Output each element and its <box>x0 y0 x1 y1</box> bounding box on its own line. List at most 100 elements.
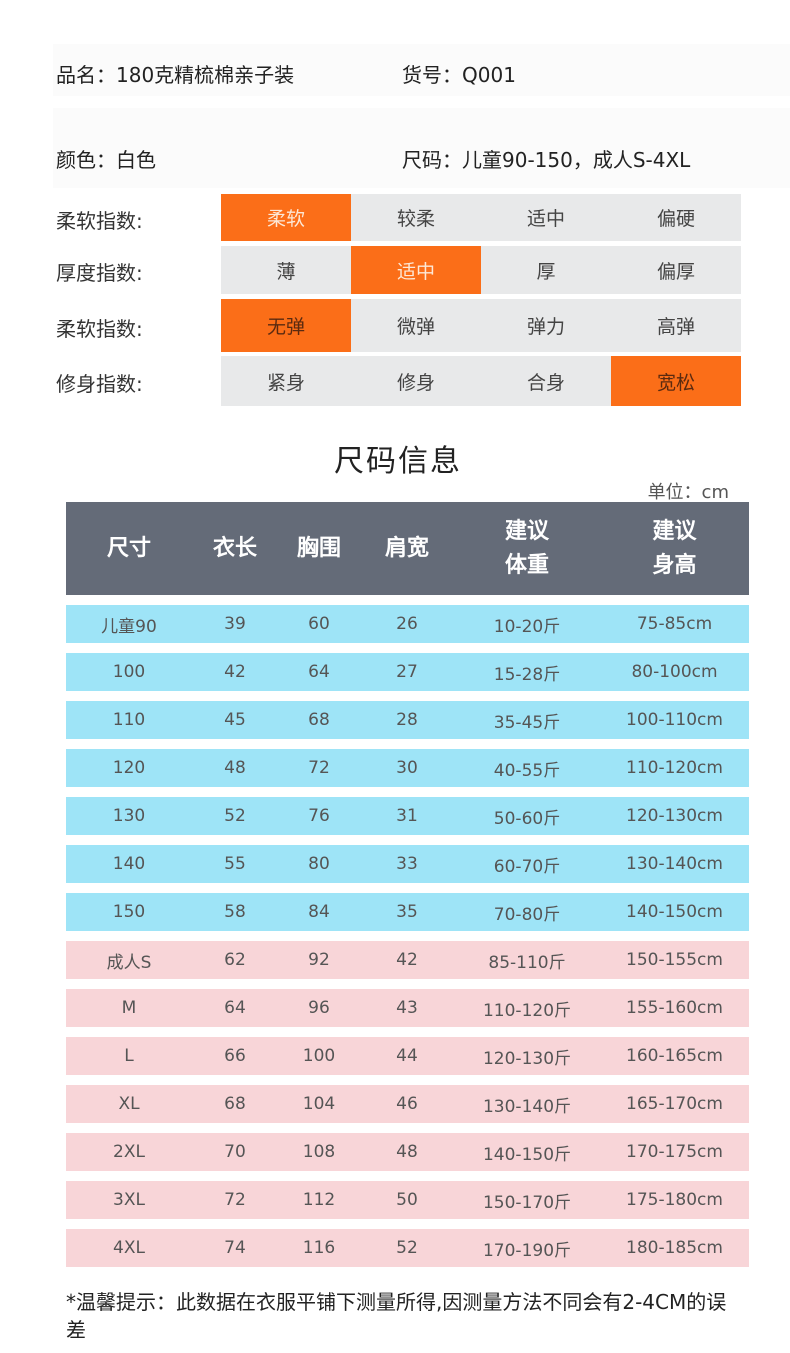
table-cell: 3XL <box>113 1190 145 1210</box>
table-cell: 15-28斤 <box>493 664 561 685</box>
index-option: 较柔 <box>351 194 481 241</box>
table-row: 3XL 72 112 50 150-170斤 175-180cm <box>66 1181 749 1219</box>
table-cell: 110-120cm <box>626 758 723 778</box>
table-cell: 44 <box>396 1046 418 1066</box>
table-cell: 150 <box>112 902 146 922</box>
table-row: M 64 96 43 110-120斤 155-160cm <box>66 989 749 1027</box>
size-table-header: 尺寸 衣长 胸围 肩宽 建议 体重 建议 身高 <box>66 502 749 595</box>
column-header-text: 胸围 <box>296 535 341 561</box>
table-cell: 60 <box>308 614 330 634</box>
index-label: 修身指数: <box>56 372 143 396</box>
table-cell: M <box>121 998 137 1018</box>
column-header-text: 衣长 <box>212 535 257 561</box>
table-cell: 66 <box>224 1046 246 1066</box>
table-cell: 30 <box>396 758 418 778</box>
table-cell: 33 <box>396 854 418 874</box>
table-cell: 31 <box>396 806 418 826</box>
table-row: 150 58 84 35 70-80斤 140-150cm <box>66 893 749 931</box>
index-option: 厚 <box>481 246 611 294</box>
column-header: 衣长 <box>192 502 278 595</box>
table-cell: 64 <box>224 998 246 1018</box>
table-row: 120 48 72 30 40-55斤 110-120cm <box>66 749 749 787</box>
table-cell: 68 <box>308 710 330 730</box>
index-option: 偏厚 <box>611 246 741 294</box>
table-cell: 68 <box>224 1094 246 1114</box>
table-cell: 64 <box>308 662 330 682</box>
index-label: 柔软指数: <box>56 208 143 233</box>
column-header-text: 建议 <box>652 518 697 544</box>
table-cell: 96 <box>308 998 330 1018</box>
table-cell: 140-150cm <box>626 902 723 922</box>
table-cell: 140-150斤 <box>482 1144 572 1165</box>
index-label: 柔软指数: <box>56 316 143 341</box>
column-header-text: 体重 <box>504 552 549 578</box>
table-cell: 84 <box>308 902 330 922</box>
table-cell: 180-185cm <box>626 1238 723 1258</box>
table-cell: 72 <box>308 758 330 778</box>
product-sizes: 尺码：儿童90-150，成人S-4XL <box>402 148 691 172</box>
table-cell: 72 <box>224 1190 246 1210</box>
table-cell: 52 <box>224 806 246 826</box>
table-cell: XL <box>118 1094 140 1114</box>
index-scale-row: 柔软 较柔 适中 偏硬 <box>221 194 741 241</box>
column-header-text: 尺寸 <box>106 535 151 561</box>
table-cell: 2XL <box>113 1142 145 1162</box>
table-cell: 160-165cm <box>626 1046 723 1066</box>
table-cell: 43 <box>396 998 418 1018</box>
index-scale-row: 无弹 微弹 弹力 高弹 <box>221 299 741 352</box>
table-row: XL 68 104 46 130-140斤 165-170cm <box>66 1085 749 1123</box>
table-cell: 74 <box>224 1238 246 1258</box>
table-cell: 48 <box>224 758 246 778</box>
table-cell: 100-110cm <box>626 710 723 730</box>
column-header-text: 建议 <box>504 518 549 544</box>
product-sku: 货号：Q001 <box>402 63 516 87</box>
index-option-selected: 宽松 <box>611 356 741 406</box>
table-cell: L <box>124 1046 134 1066</box>
info-band-1 <box>53 44 790 96</box>
table-cell: 110-120斤 <box>482 1000 572 1021</box>
table-cell: 70-80斤 <box>493 904 561 925</box>
column-header: 肩宽 <box>360 502 454 595</box>
table-row: L 66 100 44 120-130斤 160-165cm <box>66 1037 749 1075</box>
index-option: 适中 <box>481 194 611 241</box>
index-scale-row: 薄适中厚偏厚 <box>221 246 741 294</box>
table-cell: 116 <box>302 1238 336 1258</box>
table-row: 成人S 62 92 42 85-110斤 150-155cm <box>66 941 749 979</box>
table-cell: 儿童90 <box>101 616 157 637</box>
index-option: 微弹 <box>351 299 481 352</box>
index-label: 厚度指数: <box>56 261 143 285</box>
table-cell: 35 <box>396 902 418 922</box>
table-cell: 100 <box>302 1046 336 1066</box>
table-cell: 60-70斤 <box>493 856 561 877</box>
table-cell: 120-130斤 <box>482 1048 572 1069</box>
table-cell: 10-20斤 <box>493 616 561 637</box>
size-section-title: 尺码信息 <box>334 444 462 479</box>
table-row: 4XL 74 116 52 170-190斤 180-185cm <box>66 1229 749 1267</box>
table-cell: 80-100cm <box>631 662 718 682</box>
table-cell: 42 <box>224 662 246 682</box>
column-header: 建议 体重 <box>454 502 600 595</box>
table-cell: 48 <box>396 1142 418 1162</box>
table-cell: 108 <box>302 1142 336 1162</box>
column-header: 胸围 <box>278 502 360 595</box>
index-scale-row: 紧身 修身 合身 宽松 <box>221 356 741 406</box>
table-cell: 70 <box>224 1142 246 1162</box>
index-option: 修身 <box>351 356 481 406</box>
product-color: 颜色：白色 <box>56 148 156 172</box>
table-cell: 85-110斤 <box>488 952 566 973</box>
column-header: 建议 身高 <box>600 502 749 595</box>
index-option-selected: 无弹 <box>221 299 351 352</box>
product-name: 品名：180克精梳棉亲子装 <box>56 63 295 87</box>
table-cell: 130-140cm <box>626 854 723 874</box>
table-cell: 130-140斤 <box>482 1096 572 1117</box>
table-cell: 150-170斤 <box>482 1192 572 1213</box>
table-cell: 120-130cm <box>626 806 723 826</box>
table-row: 140 55 80 33 60-70斤 130-140cm <box>66 845 749 883</box>
table-cell: 104 <box>302 1094 336 1114</box>
table-cell: 120 <box>112 758 146 778</box>
table-cell: 92 <box>308 950 330 970</box>
table-cell: 80 <box>308 854 330 874</box>
info-band-2 <box>53 108 790 188</box>
table-cell: 165-170cm <box>626 1094 723 1114</box>
table-cell: 50-60斤 <box>493 808 561 829</box>
